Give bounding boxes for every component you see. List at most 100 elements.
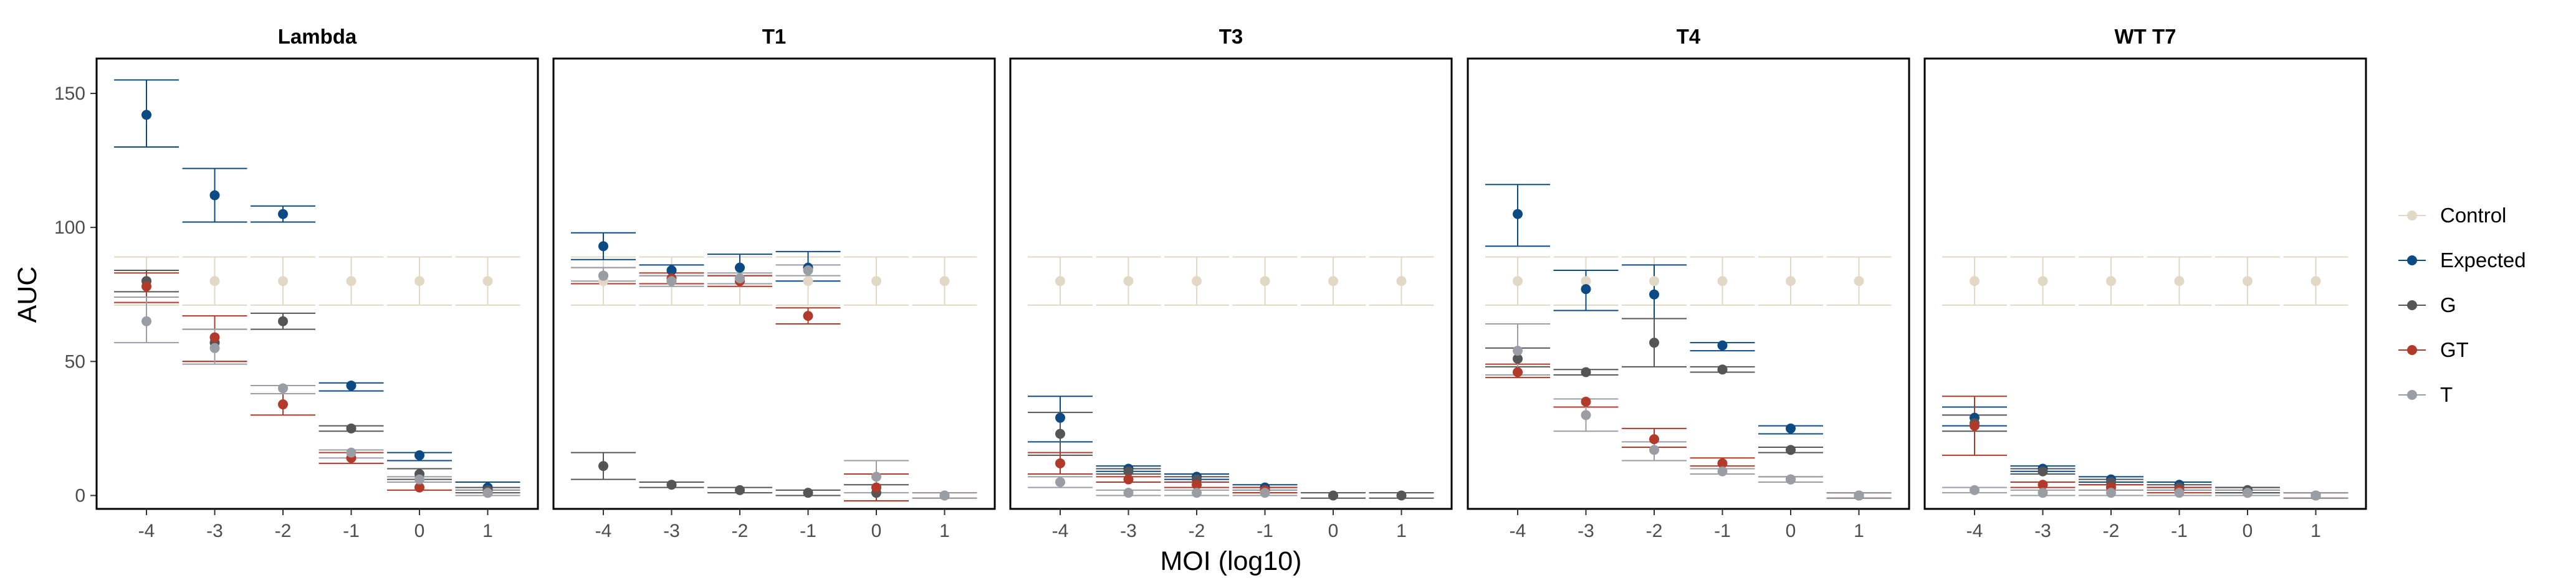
data-point-control: [1786, 276, 1796, 287]
y-tick-label: 100: [54, 217, 85, 238]
data-point-control: [1192, 276, 1202, 287]
x-tick-label: -2: [732, 521, 749, 541]
data-point-t: [2106, 488, 2116, 498]
data-point-t: [1260, 488, 1270, 498]
data-point-expected: [1786, 423, 1796, 434]
data-point-expected: [1055, 412, 1065, 423]
data-point-expected: [278, 209, 288, 219]
legend-key-point: [2407, 390, 2417, 400]
data-point-control: [1717, 276, 1728, 287]
x-tick-label: -3: [1578, 521, 1594, 541]
data-point-control: [2106, 276, 2116, 287]
data-point-t: [598, 270, 608, 281]
x-tick-label: -1: [1257, 521, 1273, 541]
legend-label-g: G: [2440, 293, 2456, 316]
data-point-gt: [1649, 434, 1659, 445]
x-axis-title: MOI (log10): [1160, 546, 1301, 576]
data-point-expected: [1717, 340, 1728, 351]
x-tick-label: 0: [1328, 521, 1339, 541]
data-point-gt: [871, 482, 881, 493]
data-point-g: [666, 480, 677, 490]
data-point-g: [2037, 466, 2048, 477]
data-point-g: [346, 423, 357, 434]
data-point-t: [871, 472, 881, 482]
data-point-control: [1260, 276, 1270, 287]
data-point-t: [1786, 474, 1796, 485]
panel-border: [95, 57, 539, 510]
data-point-control: [1055, 276, 1065, 287]
data-point-control: [2174, 276, 2185, 287]
facet-strip-label: Lambda: [278, 25, 357, 48]
data-point-g: [1396, 490, 1407, 501]
data-point-g: [1055, 429, 1065, 439]
y-tick-label: 50: [65, 351, 85, 372]
data-point-g: [735, 485, 745, 495]
x-tick-label: 1: [1854, 521, 1864, 541]
x-tick-label: -1: [2171, 521, 2188, 541]
data-point-gt: [1717, 458, 1728, 468]
data-point-control: [1396, 276, 1407, 287]
x-tick-label: -3: [663, 521, 680, 541]
x-tick-label: -3: [1120, 521, 1137, 541]
legend-label-control: Control: [2440, 204, 2506, 227]
data-point-gt: [1055, 458, 1065, 468]
x-tick-label: -4: [138, 521, 155, 541]
data-point-control: [1513, 276, 1523, 287]
data-point-gt: [414, 482, 424, 493]
data-point-gt: [1970, 420, 1980, 431]
legend-key-point: [2407, 255, 2417, 265]
x-tick-label: -4: [1510, 521, 1526, 541]
data-point-t: [2310, 490, 2321, 501]
data-point-t: [1581, 410, 1591, 420]
data-point-gt: [209, 332, 220, 343]
y-tick-label: 0: [75, 485, 85, 506]
data-point-gt: [1192, 480, 1202, 490]
data-point-g: [1717, 364, 1728, 375]
data-point-control: [346, 276, 357, 287]
data-point-control: [871, 276, 881, 287]
data-point-control: [278, 276, 288, 287]
data-point-expected: [414, 450, 424, 460]
data-point-t: [346, 447, 357, 458]
data-point-t: [1123, 488, 1134, 498]
data-point-g: [278, 316, 288, 326]
data-point-control: [414, 276, 424, 287]
data-point-control: [939, 276, 950, 287]
legend-key-point: [2407, 300, 2417, 310]
data-point-g: [1123, 466, 1134, 477]
data-point-control: [803, 276, 813, 287]
x-tick-label: -4: [1052, 521, 1069, 541]
y-tick-label: 150: [54, 83, 85, 104]
data-point-g: [1328, 490, 1338, 501]
x-tick-label: 0: [414, 521, 425, 541]
legend-key-point: [2407, 211, 2417, 220]
data-point-control: [1581, 276, 1591, 287]
panel-border: [1009, 57, 1453, 510]
data-point-t: [735, 273, 745, 283]
x-tick-label: 0: [1786, 521, 1796, 541]
data-point-t: [939, 490, 950, 501]
data-point-t: [1192, 488, 1202, 498]
data-point-t: [666, 276, 677, 287]
data-point-t: [278, 383, 288, 394]
x-tick-label: -2: [1189, 521, 1205, 541]
x-tick-label: -2: [275, 521, 292, 541]
facet-strip-label: T3: [1219, 25, 1243, 48]
data-point-g: [1649, 338, 1659, 348]
data-point-g: [1513, 354, 1523, 364]
x-tick-label: -1: [343, 521, 360, 541]
data-point-t: [2037, 488, 2048, 498]
data-point-gt: [1581, 396, 1591, 407]
data-point-gt: [1513, 367, 1523, 377]
x-tick-label: -4: [1966, 521, 1983, 541]
data-point-t: [1513, 346, 1523, 356]
x-tick-label: -4: [595, 521, 612, 541]
data-point-expected: [346, 381, 357, 391]
x-tick-label: -3: [206, 521, 223, 541]
data-point-t: [414, 474, 424, 485]
facet-strip-label: T1: [762, 25, 787, 48]
data-point-t: [1854, 490, 1864, 501]
data-point-t: [1717, 466, 1728, 477]
data-point-t: [1055, 477, 1065, 487]
